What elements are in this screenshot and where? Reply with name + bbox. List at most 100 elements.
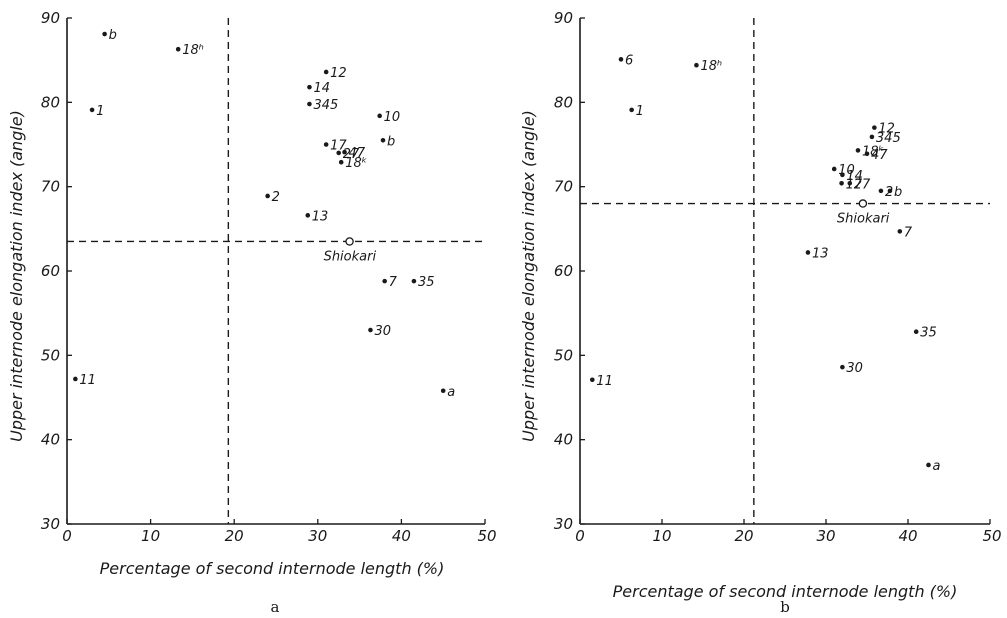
data-point-label: 7 — [904, 225, 913, 240]
data-point-label: 14 — [313, 81, 330, 96]
x-tick-label: 40 — [392, 527, 411, 545]
y-tick-label: 40 — [41, 431, 60, 449]
data-point — [629, 108, 634, 113]
x-axis-title: Percentage of second internode length (%… — [100, 559, 445, 578]
data-point-reference — [346, 238, 353, 245]
data-point-label: 35 — [418, 275, 435, 290]
data-point-label: 11 — [79, 373, 96, 388]
y-tick-label: 50 — [554, 346, 573, 364]
y-tick-label: 30 — [41, 515, 60, 533]
data-point — [307, 102, 312, 107]
data-point-label: 345 — [313, 98, 338, 113]
x-tick-label: 10 — [141, 527, 160, 545]
data-point — [307, 85, 312, 90]
data-point — [839, 181, 844, 186]
x-tick-label: 10 — [652, 527, 671, 545]
data-point-label: Shiokari — [837, 212, 890, 227]
data-point — [914, 329, 919, 334]
data-point — [412, 279, 417, 284]
data-point — [840, 173, 845, 178]
y-tick-label: 60 — [41, 262, 60, 280]
data-point — [324, 70, 329, 75]
data-point-label: a — [933, 459, 941, 474]
data-point-label: b — [894, 185, 902, 200]
data-point — [305, 213, 310, 218]
y-tick-label: 70 — [41, 178, 60, 196]
y-tick-label: 90 — [554, 9, 573, 27]
y-tick-label: 30 — [554, 515, 573, 533]
data-point — [879, 189, 884, 194]
x-tick-label: 30 — [816, 527, 835, 545]
data-point — [102, 32, 107, 37]
data-point-label: b — [109, 28, 117, 43]
data-point-label: 2 — [272, 190, 280, 205]
data-point-label: 11 — [596, 374, 613, 389]
data-point-label: 18ʰ — [182, 43, 204, 58]
data-point-label: 27 — [854, 177, 871, 192]
data-point-label: b — [387, 134, 395, 149]
data-point — [381, 138, 386, 143]
data-point — [590, 377, 595, 382]
data-point-label: 30 — [374, 324, 391, 339]
data-point — [90, 108, 95, 113]
y-axis-title: Upper internode elongation index (angle) — [519, 110, 538, 442]
data-point — [832, 167, 837, 172]
x-tick-label: 40 — [898, 527, 917, 545]
data-point-label: 12 — [330, 66, 347, 81]
data-point-label: 47 — [871, 148, 888, 163]
data-point-label: 13 — [812, 246, 829, 261]
data-point-reference — [859, 200, 866, 207]
data-point — [324, 142, 329, 147]
x-tick-label: 0 — [62, 527, 72, 545]
x-tick-label: 20 — [225, 527, 244, 545]
data-point — [441, 388, 446, 393]
y-tick-label: 80 — [554, 93, 573, 111]
data-point — [856, 148, 861, 153]
data-point-label: 6 — [625, 53, 633, 68]
data-point-label: 10 — [384, 110, 401, 125]
data-point-label: 13 — [312, 209, 329, 224]
data-point — [694, 63, 699, 68]
panel-label: a — [271, 598, 280, 616]
data-point — [870, 135, 875, 140]
y-tick-label: 90 — [41, 9, 60, 27]
data-point — [806, 250, 811, 255]
y-tick-label: 70 — [554, 178, 573, 196]
data-point-label: Shiokari — [324, 249, 377, 264]
x-tick-label: 20 — [734, 527, 753, 545]
data-point — [872, 125, 877, 130]
data-point-label: 18ʰ — [700, 59, 722, 74]
y-tick-label: 80 — [41, 93, 60, 111]
data-point — [926, 463, 931, 468]
data-point — [336, 151, 341, 156]
data-point — [176, 47, 181, 52]
data-point-label: a — [447, 385, 455, 400]
data-point-label: 1 — [96, 104, 104, 119]
x-tick-label: 30 — [308, 527, 327, 545]
data-point — [382, 279, 387, 284]
data-point — [888, 189, 893, 194]
data-point — [619, 57, 624, 62]
y-tick-label: 40 — [554, 431, 573, 449]
data-point-label: 7 — [389, 275, 398, 290]
data-point — [840, 365, 845, 370]
data-point — [898, 229, 903, 234]
x-tick-label: 50 — [982, 527, 1001, 545]
data-point — [368, 328, 373, 333]
data-point — [73, 377, 78, 382]
data-point — [377, 114, 382, 119]
data-point — [265, 194, 270, 199]
data-point-label: 35 — [920, 326, 937, 341]
data-point-label: 18ᵏ — [345, 156, 367, 171]
data-point — [847, 181, 852, 186]
data-point — [339, 160, 344, 165]
panel-label: b — [780, 598, 790, 616]
y-tick-label: 60 — [554, 262, 573, 280]
y-axis-title: Upper internode elongation index (angle) — [7, 110, 26, 442]
data-point-label: 30 — [846, 361, 863, 376]
y-tick-label: 50 — [41, 346, 60, 364]
data-point — [865, 151, 870, 156]
